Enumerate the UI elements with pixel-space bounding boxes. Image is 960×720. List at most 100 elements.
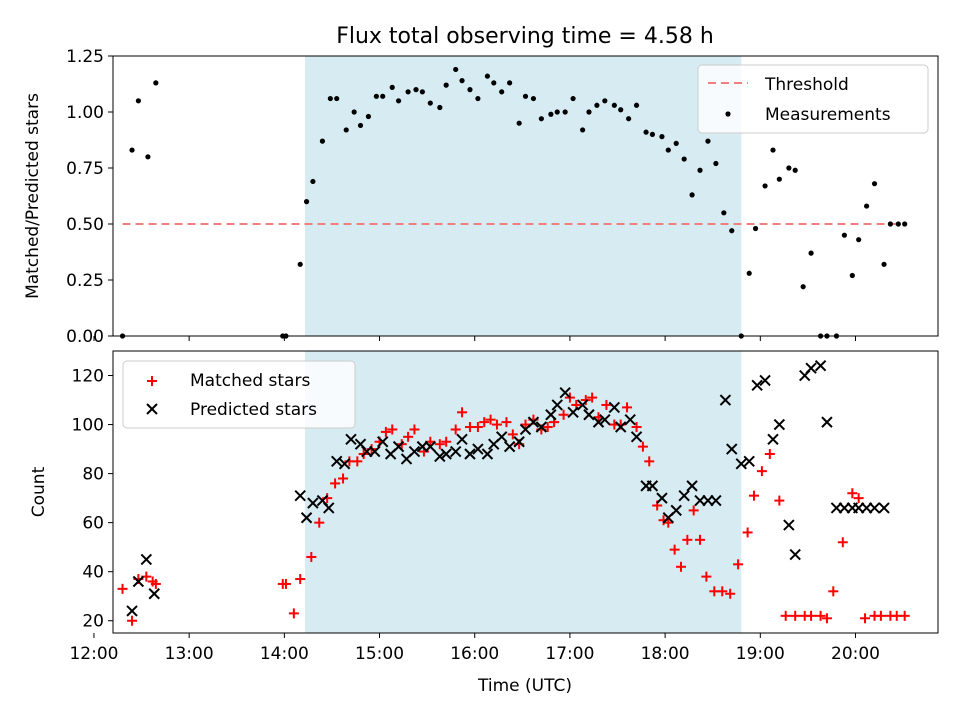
bottom-y-tick-label: 60 <box>82 514 104 534</box>
predicted-star-point <box>805 362 817 374</box>
predicted-star-point <box>559 386 571 399</box>
matched-star-point <box>314 517 325 528</box>
predicted-star-point <box>614 421 627 433</box>
measurement-point <box>538 116 544 122</box>
predicted-star-point <box>678 489 690 502</box>
measurement-point <box>570 95 576 102</box>
predicted-star-point <box>567 406 579 419</box>
measurement-point <box>459 78 465 84</box>
matched-star-point <box>580 395 591 406</box>
predicted-star-point <box>630 431 643 443</box>
predicted-star-point <box>624 413 636 426</box>
measurement-point <box>467 87 473 93</box>
predicted-star-point <box>294 489 306 502</box>
top-panel: 0.00 0.25 0.50 0.75 1.00 1.25 Flux total obse… <box>23 24 939 347</box>
predicted-star-point <box>583 409 595 421</box>
measurement-point <box>776 176 782 182</box>
bottom-x-tick-label: 20:00 <box>831 644 880 664</box>
measurement-point <box>554 109 560 115</box>
matched-star-point <box>117 583 128 594</box>
matched-star-point <box>860 613 871 624</box>
predicted-star-point <box>783 519 795 531</box>
predicted-star-point <box>767 433 779 445</box>
top-legend: Threshold Measurements <box>697 64 929 134</box>
top-y-axis-label: Matched/Predicted stars <box>23 93 43 299</box>
measurement-point <box>618 107 624 113</box>
matched-star-point <box>288 608 299 619</box>
predicted-star-point <box>735 458 747 470</box>
measurement-point <box>762 183 768 189</box>
matched-star-point <box>485 414 496 425</box>
measurement-point <box>343 127 349 133</box>
predicted-star-point <box>576 399 589 411</box>
top-y-tick-label: 0.75 <box>66 159 104 179</box>
bottom-y-ticks: 20 40 60 80 100 120 <box>72 367 113 632</box>
matched-star-point <box>450 424 461 435</box>
matched-star-point <box>441 436 452 447</box>
matched-star-point <box>695 534 706 545</box>
matched-star-point <box>875 610 886 621</box>
legend-measurements-marker <box>725 111 731 117</box>
matched-star-point <box>756 466 767 477</box>
predicted-star-point <box>495 431 508 443</box>
bottom-y-tick-label: 40 <box>82 563 104 583</box>
predicted-star-point <box>449 445 462 458</box>
top-shaded-interval <box>304 56 742 336</box>
bottom-plot-marks <box>117 360 910 626</box>
measurement-point <box>752 225 759 232</box>
predicted-star-point <box>345 433 357 445</box>
predicted-star-point <box>686 480 698 492</box>
matched-star-point <box>601 399 612 410</box>
predicted-star-point <box>140 553 153 566</box>
predicted-star-point <box>148 588 160 600</box>
measurement-point <box>405 89 411 95</box>
matched-star-point <box>701 571 712 582</box>
matched-star-point <box>853 493 864 504</box>
matched-star-point <box>742 527 753 538</box>
legend-predicted-marker <box>146 403 158 415</box>
measurement-point <box>297 261 303 267</box>
predicted-star-point <box>608 401 621 414</box>
measurement-point <box>395 98 402 104</box>
predicted-star-point <box>821 416 833 428</box>
measurement-point <box>357 122 364 129</box>
bottom-x-tick-label: 17:00 <box>545 644 594 664</box>
predicted-star-point <box>878 502 890 514</box>
matched-star-point <box>675 561 686 572</box>
matched-star-point <box>330 478 341 489</box>
measurement-point <box>770 147 776 153</box>
matched-star-point <box>682 534 693 545</box>
top-y-tick-label: 0.25 <box>66 271 104 291</box>
matched-star-point <box>507 429 518 440</box>
matched-star-point <box>725 588 736 599</box>
predicted-star-point <box>472 443 484 455</box>
matched-star-point <box>733 559 744 570</box>
predicted-star-point <box>481 448 494 460</box>
bottom-x-tick-label: 19:00 <box>736 644 785 664</box>
predicted-star-point <box>868 502 881 514</box>
bottom-legend: Matched stars Predicted stars <box>122 360 356 429</box>
measurement-point <box>800 284 806 290</box>
predicted-star-point <box>300 512 313 524</box>
measurement-point <box>475 95 481 102</box>
matched-star-point <box>520 419 531 430</box>
matched-star-point <box>774 495 785 506</box>
matched-star-point <box>815 610 826 621</box>
top-y-tick-label: 0.00 <box>66 327 104 347</box>
matched-star-point <box>821 613 832 624</box>
measurement-point <box>633 102 640 108</box>
matched-star-point <box>837 537 848 548</box>
matched-star-point <box>622 402 633 413</box>
matched-star-point <box>558 409 569 420</box>
matched-star-point <box>847 488 858 499</box>
measurement-point <box>697 167 703 173</box>
measurement-point <box>871 181 878 187</box>
matched-star-point <box>295 574 306 585</box>
legend-threshold-label: Threshold <box>764 75 849 95</box>
measurement-point <box>522 93 529 99</box>
measurement-point <box>365 113 372 120</box>
measurement-point <box>746 270 752 276</box>
predicted-star-point <box>513 436 525 448</box>
matched-star-point <box>501 417 512 428</box>
matched-star-point <box>387 424 398 435</box>
